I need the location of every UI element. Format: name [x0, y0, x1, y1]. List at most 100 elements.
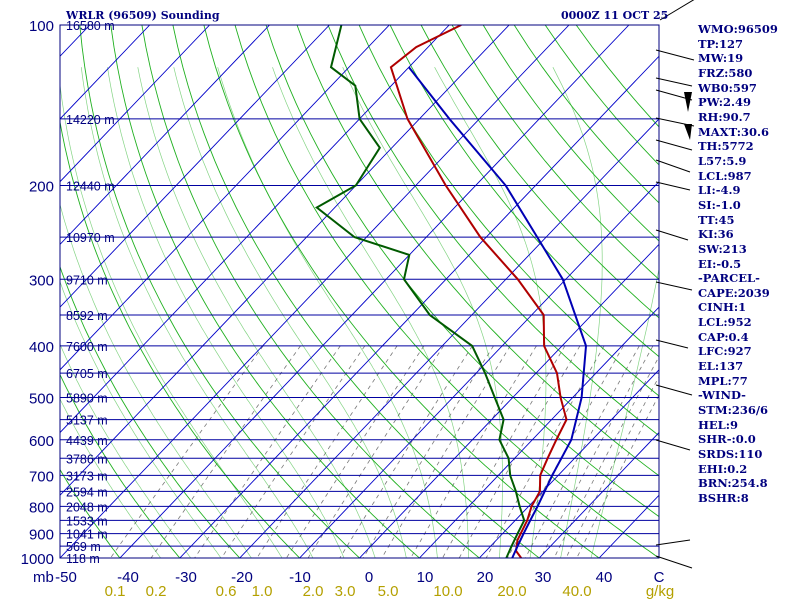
height-label: 6705 m [66, 367, 108, 381]
isotherm [478, 369, 659, 558]
index-line: STM:236/6 [698, 403, 769, 418]
index-line: -WIND- [698, 388, 746, 403]
dry-adiabat [203, 25, 600, 558]
wind-barb [655, 539, 691, 546]
index-line: L57:5.9 [698, 153, 747, 168]
pressure-label: 400 [29, 339, 54, 356]
wind-barb [655, 49, 695, 61]
mixing-ratio-line [540, 345, 654, 558]
mixing-ratio-line [362, 345, 494, 558]
moist-adiabat [107, 67, 345, 558]
height-label: 1041 m [66, 528, 108, 542]
height-label: 2048 m [66, 500, 108, 514]
index-line: FRZ:580 [698, 65, 753, 80]
index-line: KI:36 [698, 227, 734, 242]
mixing-ratio-line [256, 345, 398, 558]
wind-barb [655, 229, 689, 241]
pressure-label: 300 [29, 272, 54, 289]
mixing-ratio-line [150, 345, 301, 558]
moist-adiabat [80, 67, 314, 558]
mixing-ratio-line [307, 345, 444, 558]
wind-flag [684, 124, 692, 140]
plot-frame [59, 24, 660, 559]
mixing-tick-label: 40.0 [562, 583, 591, 600]
pressure-unit: mb [33, 569, 54, 586]
index-line: RH:90.7 [698, 109, 751, 124]
index-line: LCL:987 [698, 168, 752, 183]
mixing-tick-label: 2.0 [303, 583, 324, 600]
parcel-profile [408, 66, 588, 558]
isotherm [60, 25, 390, 371]
mixing-ratio-line [410, 345, 537, 558]
dry-adiabat [172, 25, 540, 558]
dry-adiabat [234, 25, 659, 558]
pressure-label: 100 [29, 18, 54, 35]
dry-adiabat [60, 119, 301, 558]
wind-barb [655, 281, 693, 291]
isotherm [538, 431, 659, 558]
wind-barb [659, 0, 695, 21]
chart-time: 0000Z 11 OCT 25 [561, 9, 669, 22]
wind-barb [655, 439, 691, 451]
height-label: 9710 m [66, 273, 108, 287]
mixing-ratio-line [458, 345, 581, 558]
mixing-tick-label: 3.0 [335, 583, 356, 600]
height-label: 5890 m [66, 392, 108, 406]
dry-adiabat [420, 25, 659, 319]
index-line: -PARCEL- [698, 271, 760, 286]
dry-adiabat [451, 25, 659, 280]
index-line: WMO:96509 [698, 22, 778, 36]
moist-adiabat [60, 81, 283, 558]
isotherm [60, 25, 210, 183]
wind-flag [684, 92, 692, 112]
mixing-ratio-line [110, 345, 264, 558]
dry-adiabat [358, 25, 659, 397]
mixing-ratio-line [194, 345, 341, 558]
index-line: MPL:77 [698, 373, 748, 388]
isotherm [60, 25, 450, 434]
moist-adiabat [60, 343, 192, 558]
mixing-ratio-line [507, 345, 624, 558]
isotherm [359, 243, 659, 558]
dewpoint-profile [315, 25, 526, 558]
pressure-label: 600 [29, 433, 54, 450]
index-line: CAP:0.4 [698, 329, 749, 344]
index-line: CINH:1 [698, 300, 747, 315]
temp-tick-label: 30 [535, 569, 552, 586]
isotherm [60, 25, 151, 120]
chart-grid [0, 25, 659, 558]
height-label: 8592 m [66, 309, 108, 323]
mixing-ratio-line [221, 345, 366, 558]
index-line: TP:127 [698, 36, 744, 51]
moist-adiabat [60, 203, 252, 558]
wind-barb [655, 339, 689, 349]
mixing-unit: g/kg [646, 583, 674, 600]
height-label: 3173 m [66, 469, 108, 483]
index-line: SHR-:0.0 [698, 432, 756, 447]
height-label: 4439 m [66, 434, 108, 448]
index-line: WB0:597 [698, 80, 757, 95]
mixing-ratio-line [553, 355, 659, 558]
mixing-ratio-line [339, 345, 473, 558]
wind-barb [655, 139, 693, 151]
moist-adiabat [552, 67, 603, 558]
mixing-ratio-line [381, 345, 511, 558]
dry-adiabat [265, 25, 659, 518]
index-line: BSHR:8 [698, 491, 749, 505]
isotherm [0, 25, 30, 558]
moist-adiabat [60, 398, 162, 558]
index-line: SI:-1.0 [698, 197, 741, 212]
dry-adiabat [60, 468, 121, 558]
pressure-label: 500 [29, 391, 54, 408]
isotherm [60, 25, 270, 246]
pressure-label: 1000 [21, 551, 54, 568]
index-line: LI:-4.9 [698, 183, 741, 198]
temperature-profile [389, 25, 568, 558]
height-label: 5137 m [66, 414, 108, 428]
moist-adiabat [434, 67, 547, 558]
height-label: 118 m [66, 552, 100, 566]
index-line: MAXT:30.6 [698, 124, 769, 139]
isobar-lines [60, 24, 659, 559]
dry-adiabat [110, 25, 421, 558]
